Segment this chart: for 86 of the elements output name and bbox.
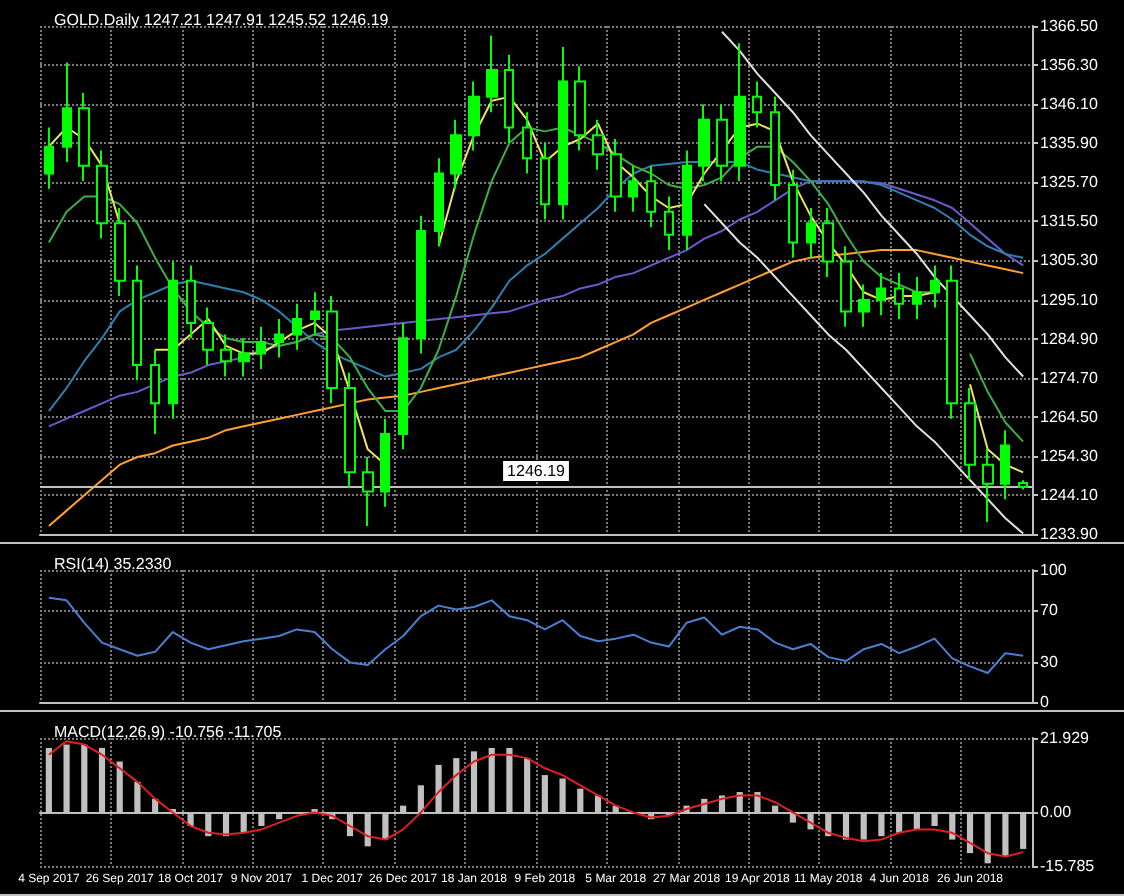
candlestick (912, 275, 922, 321)
y-tick-label: 1366.50 (1040, 17, 1099, 35)
candlestick (946, 264, 958, 420)
candlestick (574, 65, 586, 152)
y-tick-label: 1244.10 (1040, 485, 1099, 504)
candlestick (186, 264, 196, 340)
y-tick-label: 1264.50 (1040, 407, 1099, 426)
candlestick (238, 337, 250, 378)
y-tick-label: 0.00 (1040, 803, 1073, 822)
candlestick (44, 126, 54, 190)
chart-title: RSI(14) 35.2330 (54, 555, 173, 573)
line-series (47, 596, 1025, 674)
line-series (47, 249, 1025, 527)
line-series (721, 30, 1025, 378)
candlestick (310, 291, 320, 336)
y-tick-label: 1305.30 (1040, 251, 1099, 270)
y-tick-label: 100 (1040, 561, 1068, 579)
candlestick (592, 118, 604, 171)
candlestick (698, 103, 710, 183)
candlestick (434, 157, 444, 248)
candlestick (416, 214, 426, 355)
candlestick (716, 103, 728, 183)
ref-line-label: 1246.19 (507, 461, 567, 480)
candlestick (344, 371, 356, 489)
candlestick (202, 306, 214, 367)
y-tick-label: 1233.90 (1040, 525, 1099, 543)
candlestick (504, 53, 514, 144)
candlestick (752, 80, 762, 129)
chart-title: MACD(12,26,9) -10.756 -11.705 (54, 723, 283, 741)
y-tick-label: 1295.10 (1040, 290, 1099, 309)
candlestick (132, 264, 142, 382)
candlestick (450, 118, 462, 190)
candlestick (398, 321, 408, 451)
candlestick (734, 42, 746, 183)
candlestick (522, 111, 532, 175)
candlestick (610, 138, 622, 213)
candlestick (806, 206, 816, 259)
chart-title: GOLD.Daily 1247.21 1247.91 1245.52 1246.19 (54, 11, 390, 29)
candlestick (256, 325, 266, 370)
candlestick (326, 295, 338, 405)
candlestick (982, 448, 994, 524)
line-series (47, 740, 1025, 858)
y-tick-label: 1274.70 (1040, 368, 1099, 387)
y-tick-label: 21.929 (1040, 729, 1091, 747)
candlestick (858, 283, 870, 328)
y-tick-label: 1335.90 (1040, 134, 1099, 153)
candlestick (292, 302, 302, 351)
line-series (703, 203, 1025, 535)
candlestick (664, 195, 674, 252)
candlestick (876, 272, 886, 317)
candlestick (62, 61, 72, 163)
candlestick (628, 164, 638, 213)
candlestick (558, 46, 568, 221)
candlestick (1018, 479, 1028, 491)
candlestick (964, 387, 976, 481)
y-tick-label: 1315.50 (1040, 212, 1099, 231)
y-tick-label: 1254.30 (1040, 446, 1099, 465)
candlestick (770, 95, 780, 202)
candlestick (362, 456, 374, 527)
candlestick (78, 92, 90, 183)
candlestick (150, 348, 160, 436)
candlestick (682, 149, 692, 252)
y-tick-label: 30 (1040, 653, 1059, 672)
candlestick (1000, 429, 1010, 501)
y-tick-label: 1325.70 (1040, 173, 1099, 192)
y-tick-label: 0 (1040, 693, 1050, 711)
candlestick (822, 206, 834, 278)
y-tick-label: 1356.30 (1040, 56, 1099, 75)
candlestick (114, 206, 126, 298)
y-tick-label: -15.785 (1040, 857, 1096, 875)
candlestick (486, 34, 498, 114)
candlestick (840, 245, 852, 328)
y-tick-label: 1284.90 (1040, 329, 1099, 348)
candlestick (540, 141, 550, 221)
candlestick (788, 168, 798, 259)
y-tick-label: 1346.10 (1040, 95, 1099, 114)
candlestick (894, 272, 904, 321)
y-tick-label: 70 (1040, 600, 1059, 619)
candlestick (168, 260, 178, 420)
candlestick (930, 264, 940, 309)
candlestick (646, 164, 656, 229)
candlestick (96, 149, 108, 240)
candlestick (274, 318, 284, 359)
candlestick (380, 417, 390, 508)
candlestick (468, 80, 480, 152)
candlestick (220, 333, 232, 378)
